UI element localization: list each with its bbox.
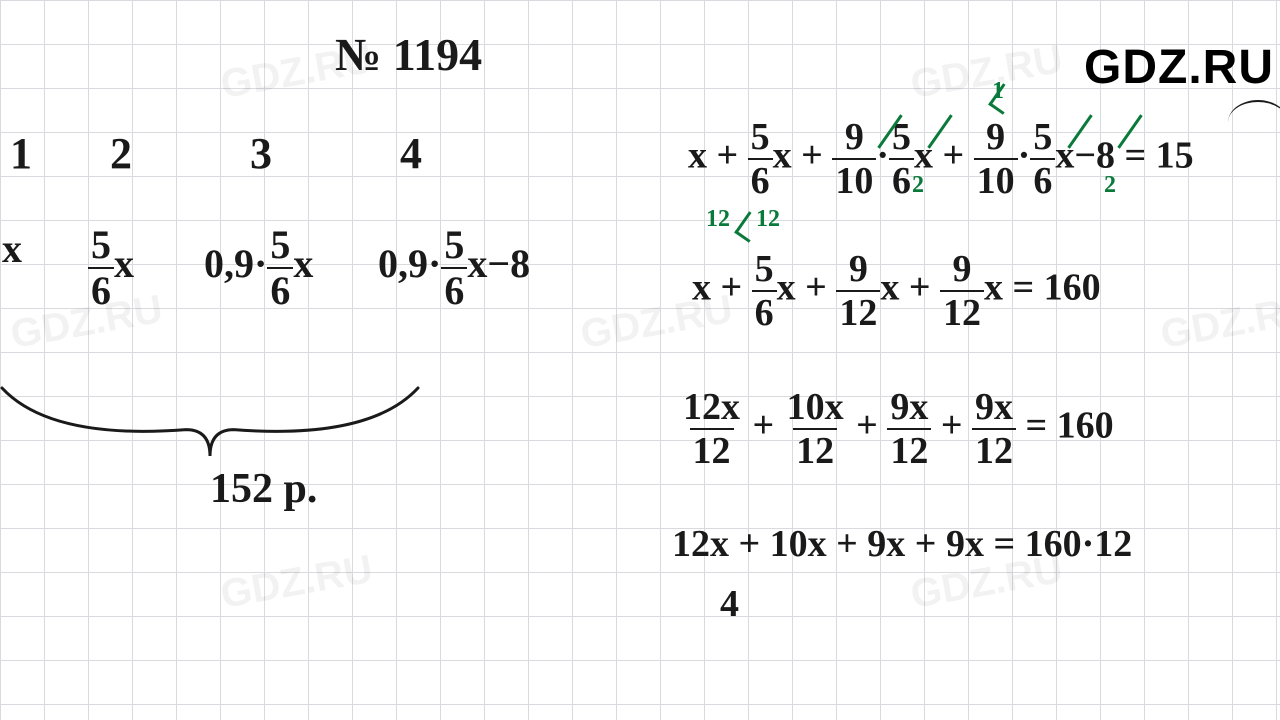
- table-cell: x: [2, 225, 22, 272]
- table-header: 4: [400, 128, 422, 179]
- table-header: 2: [110, 128, 132, 179]
- brace-label: 152 р.: [210, 465, 317, 513]
- equation-line: x + 56x + 912x + 912x = 160: [692, 250, 1101, 332]
- table-header: 1: [10, 128, 32, 179]
- table-cell: 0,9·56x−8: [378, 225, 530, 311]
- table-header: 3: [250, 128, 272, 179]
- table-cell: 0,9·56x: [204, 225, 313, 311]
- problem-number-title: № 1194: [335, 28, 482, 81]
- equation-line: 4: [720, 582, 739, 626]
- equation-line: 12x + 10x + 9x + 9x = 160·12: [672, 522, 1132, 566]
- grid-paper-background: [0, 0, 1280, 720]
- curly-brace: [0, 380, 420, 460]
- equation-line: 12x12 + 10x12 + 9x12 + 9x12 = 160: [680, 388, 1114, 470]
- logo-text: GDZ.RU: [1084, 40, 1274, 95]
- cancel-annotation: 2: [1104, 172, 1116, 199]
- cancel-annotation: 12: [706, 206, 730, 233]
- cancel-annotation: 2: [912, 172, 924, 199]
- table-cell: 56x: [88, 225, 134, 311]
